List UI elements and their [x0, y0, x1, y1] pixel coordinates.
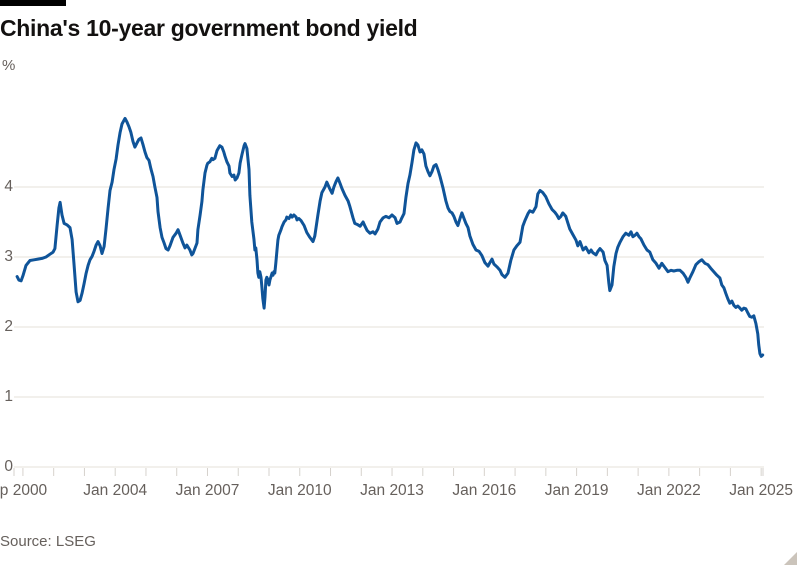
- chart-title: China's 10-year government bond yield: [0, 15, 418, 41]
- x-axis-label-jan-2025: Jan 2025: [729, 482, 794, 499]
- x-axis-label-jan-2022: Jan 2022: [636, 482, 701, 499]
- x-axis-label-jan-2013: Jan 2013: [360, 482, 424, 499]
- y-axis-unit-label: %: [2, 57, 16, 74]
- y-axis-label-2: 2: [4, 318, 13, 335]
- title-accent-bar: [0, 0, 66, 6]
- source-note: Source: LSEG: [0, 533, 96, 550]
- x-axis-label-jan-2016: Jan 2016: [452, 482, 517, 499]
- y-axis-label-3: 3: [4, 248, 13, 265]
- y-axis-label-1: 1: [4, 388, 13, 405]
- y-axis-label-0: 0: [4, 458, 13, 475]
- x-axis-label-jan-2004: Jan 2004: [83, 482, 148, 499]
- bond-yield-line: [15, 116, 765, 358]
- x-axis-label-jan-2007: Jan 2007: [175, 482, 240, 499]
- x-axis-label-jan-2010: Jan 2010: [267, 482, 332, 499]
- y-axis-label-4: 4: [4, 178, 13, 195]
- corner-triangle-icon: [784, 552, 797, 565]
- x-axis-label-sep-2000: Sep 2000: [0, 482, 48, 499]
- x-axis-label-jan-2019: Jan 2019: [544, 482, 609, 499]
